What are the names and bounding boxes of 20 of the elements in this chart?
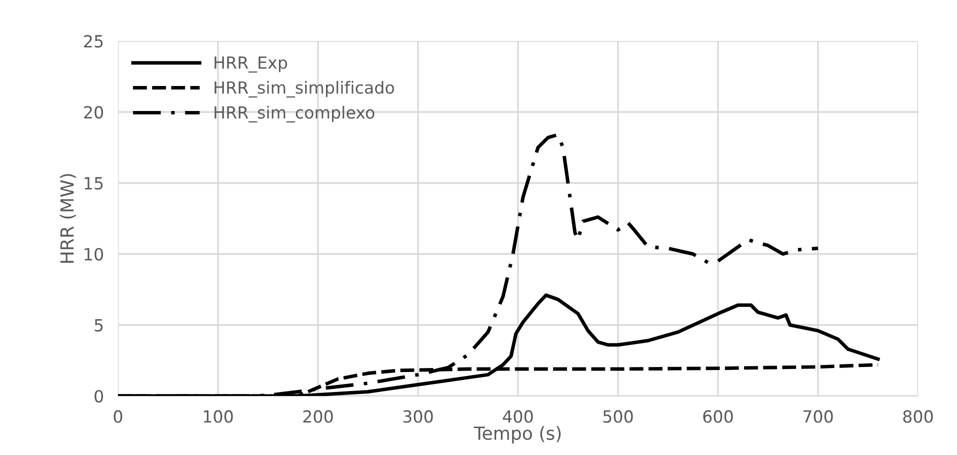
legend-label: HRR_sim_simplificado <box>214 80 394 98</box>
x-tick-label: 800 <box>903 410 933 423</box>
y-axis-title: HRR (MW) <box>60 174 76 263</box>
y-tick-label: 20 <box>84 106 104 119</box>
legend-label: HRR_sim_complexo <box>214 106 374 122</box>
x-tick-label: 700 <box>803 410 833 423</box>
y-tick-label: 15 <box>84 177 103 190</box>
x-tick-label: 300 <box>403 410 433 423</box>
x-tick-label: 400 <box>502 410 533 423</box>
x-tick-label: 200 <box>303 410 333 423</box>
x-tick-label: 100 <box>204 410 233 423</box>
y-tick-label: 25 <box>84 34 103 48</box>
y-tick-label: 0 <box>94 390 104 403</box>
x-tick-label: 500 <box>603 410 633 423</box>
x-tick-label: 0 <box>114 410 122 423</box>
y-tick-label: 10 <box>84 248 104 261</box>
x-axis-title: Tempo (s) <box>474 426 561 444</box>
y-tick-label: 5 <box>94 319 103 332</box>
x-tick-label: 600 <box>703 410 733 423</box>
legend-label: HRR_Exp <box>214 56 288 73</box>
